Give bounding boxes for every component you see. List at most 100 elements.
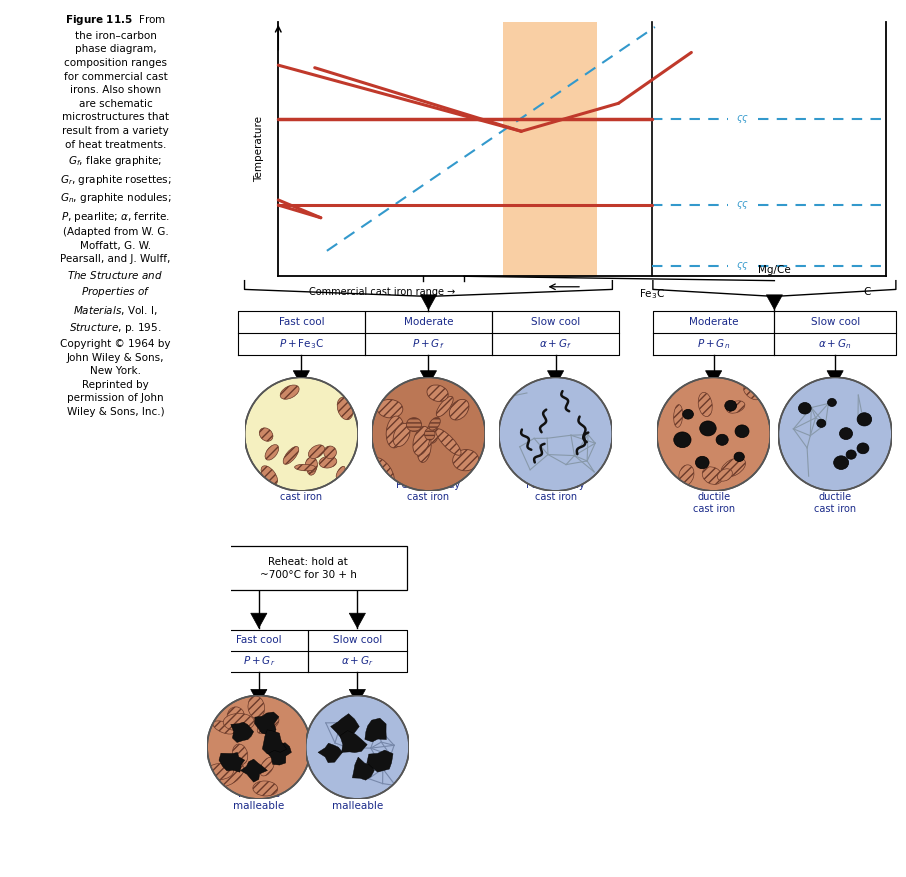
Text: Ferritic
malleable: Ferritic malleable [332, 789, 383, 811]
Text: Slow cool: Slow cool [811, 317, 860, 327]
Polygon shape [827, 371, 843, 386]
Polygon shape [547, 371, 564, 386]
Ellipse shape [657, 377, 770, 491]
Polygon shape [766, 295, 783, 310]
Ellipse shape [778, 377, 892, 491]
Ellipse shape [721, 458, 746, 477]
Polygon shape [219, 752, 245, 772]
Polygon shape [231, 722, 254, 743]
Ellipse shape [260, 757, 275, 776]
Ellipse shape [294, 464, 316, 471]
Ellipse shape [699, 392, 712, 417]
Ellipse shape [308, 445, 324, 459]
Ellipse shape [425, 428, 435, 440]
Ellipse shape [857, 413, 872, 426]
Text: Ferritic gray
cast iron: Ferritic gray cast iron [526, 480, 585, 502]
Ellipse shape [683, 410, 693, 419]
Text: $\varsigma\varsigma$: $\varsigma\varsigma$ [737, 112, 749, 125]
Text: Commercial cast iron range →: Commercial cast iron range → [309, 287, 455, 296]
Ellipse shape [245, 377, 358, 491]
Text: Ferritic
ductile
cast iron: Ferritic ductile cast iron [814, 480, 856, 514]
Polygon shape [266, 742, 292, 765]
Ellipse shape [727, 401, 745, 413]
Text: $P + G_n$: $P + G_n$ [697, 338, 730, 351]
Polygon shape [251, 689, 267, 704]
Ellipse shape [725, 400, 737, 411]
Text: $\varsigma\varsigma$: $\varsigma\varsigma$ [737, 260, 749, 272]
Ellipse shape [718, 469, 732, 481]
Polygon shape [420, 371, 437, 386]
Text: $P + G_f$: $P + G_f$ [412, 338, 445, 351]
Ellipse shape [437, 396, 453, 417]
Ellipse shape [426, 424, 438, 443]
Ellipse shape [734, 453, 745, 461]
Ellipse shape [215, 763, 244, 787]
Ellipse shape [305, 457, 317, 473]
Ellipse shape [265, 445, 279, 460]
Text: Fast cool: Fast cool [278, 317, 324, 327]
Ellipse shape [377, 399, 403, 417]
Polygon shape [263, 730, 286, 754]
Ellipse shape [223, 714, 255, 731]
Ellipse shape [257, 717, 279, 734]
Ellipse shape [846, 450, 856, 460]
Polygon shape [340, 731, 367, 752]
Text: Slow cool: Slow cool [333, 635, 382, 645]
Ellipse shape [280, 385, 299, 399]
Polygon shape [294, 371, 310, 386]
Text: $\alpha + G_r$: $\alpha + G_r$ [341, 654, 374, 668]
Ellipse shape [798, 403, 811, 414]
Text: Reheat: hold at
~700°C for 30 + h: Reheat: hold at ~700°C for 30 + h [260, 557, 357, 580]
Ellipse shape [336, 467, 345, 479]
Bar [209, 546, 407, 590]
Ellipse shape [259, 428, 273, 441]
Ellipse shape [319, 456, 337, 468]
Ellipse shape [827, 398, 836, 406]
Ellipse shape [307, 460, 316, 475]
Ellipse shape [393, 424, 410, 446]
Ellipse shape [735, 425, 749, 438]
Polygon shape [365, 718, 386, 742]
Ellipse shape [407, 417, 421, 431]
Ellipse shape [248, 696, 265, 718]
Ellipse shape [449, 399, 469, 420]
Ellipse shape [674, 432, 691, 447]
Ellipse shape [699, 421, 716, 436]
Polygon shape [349, 613, 365, 628]
Text: Moderate: Moderate [404, 317, 453, 327]
Ellipse shape [674, 404, 683, 427]
Text: Pearlitic
ductile
cast iron: Pearlitic ductile cast iron [692, 480, 735, 514]
Polygon shape [251, 613, 267, 628]
Text: $P+\mathrm{Fe_3C}$: $P+\mathrm{Fe_3C}$ [279, 338, 324, 351]
Ellipse shape [716, 434, 728, 446]
Ellipse shape [453, 450, 478, 471]
Text: C: C [863, 287, 872, 296]
Ellipse shape [834, 456, 849, 469]
Ellipse shape [247, 383, 266, 397]
Polygon shape [420, 295, 437, 310]
Ellipse shape [213, 721, 236, 734]
Text: White
cast iron: White cast iron [280, 480, 323, 502]
Text: $P + G_r$: $P + G_r$ [243, 654, 275, 668]
Ellipse shape [207, 695, 311, 799]
Ellipse shape [679, 465, 694, 485]
Text: $\varsigma\varsigma$: $\varsigma\varsigma$ [737, 199, 749, 211]
Ellipse shape [413, 426, 430, 455]
Text: Fast cool: Fast cool [236, 635, 282, 645]
Polygon shape [367, 750, 393, 772]
Ellipse shape [696, 456, 709, 468]
Ellipse shape [702, 467, 722, 484]
Text: Mg/Ce: Mg/Ce [758, 266, 791, 275]
Ellipse shape [744, 386, 760, 400]
Ellipse shape [857, 443, 869, 453]
Text: $\bf{Figure\ 11.5}$  From
the iron–carbon
phase diagram,
composition ranges
for : $\bf{Figure\ 11.5}$ From the iron–carbon… [60, 13, 171, 417]
Polygon shape [349, 689, 365, 704]
Ellipse shape [372, 458, 394, 485]
Ellipse shape [499, 377, 612, 491]
Ellipse shape [284, 446, 299, 464]
Ellipse shape [305, 695, 410, 799]
Text: Moderate: Moderate [689, 317, 738, 327]
Ellipse shape [261, 466, 277, 485]
Bar [503, 22, 597, 276]
Text: Fe$_3$C: Fe$_3$C [639, 287, 665, 301]
